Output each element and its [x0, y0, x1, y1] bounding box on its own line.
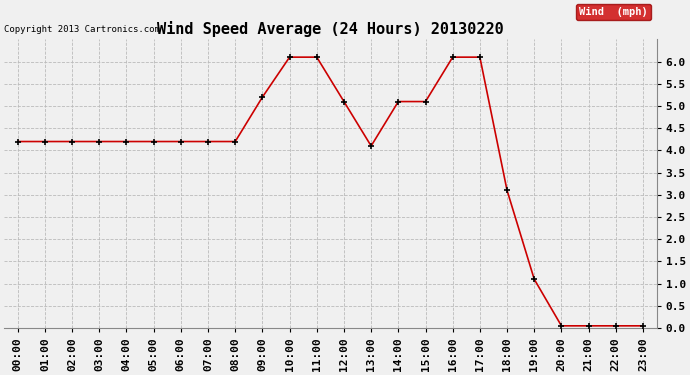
- Text: Copyright 2013 Cartronics.com: Copyright 2013 Cartronics.com: [4, 25, 160, 34]
- Legend: Wind  (mph): Wind (mph): [576, 4, 651, 21]
- Title: Wind Speed Average (24 Hours) 20130220: Wind Speed Average (24 Hours) 20130220: [157, 21, 504, 37]
